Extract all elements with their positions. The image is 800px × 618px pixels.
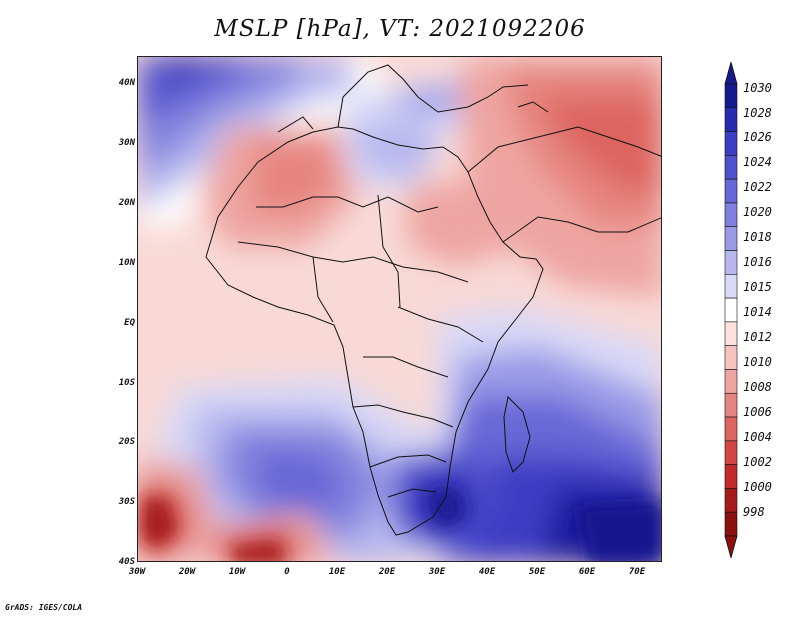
colorbar-swatch (724, 226, 738, 251)
colorbar (724, 62, 738, 558)
map-panel (137, 56, 662, 562)
lon-label: 50E (528, 567, 546, 577)
colorbar-label: 1004 (743, 430, 772, 444)
colorbar-label: 1016 (743, 255, 772, 269)
lat-label: 40S (118, 557, 135, 567)
coastlines (205, 64, 661, 536)
colorbar-label: 1006 (743, 405, 772, 419)
colorbar-label: 1020 (743, 205, 772, 219)
lon-label: 10E (328, 567, 346, 577)
lon-label: 60E (578, 567, 596, 577)
lat-label: EQ (124, 318, 135, 328)
credit-text: GrADS: IGES/COLA (5, 603, 83, 612)
colorbar-label: 1002 (743, 455, 772, 469)
lat-label: 30N (118, 138, 135, 148)
colorbar-swatch (724, 83, 738, 109)
colorbar-swatch (724, 274, 738, 299)
colorbar-arrow-top (724, 62, 738, 85)
map-title: MSLP [hPa], VT: 2021092206 (214, 16, 586, 42)
colorbar-swatch (724, 464, 738, 489)
lat-label: 30S (118, 497, 135, 507)
colorbar-label: 1012 (743, 330, 772, 344)
colorbar-swatch (724, 440, 738, 465)
colorbar-swatch (724, 511, 738, 537)
colorbar-swatch (724, 131, 738, 156)
lon-label: 70E (628, 567, 646, 577)
colorbar-swatch (724, 250, 738, 275)
lon-label: 0 (284, 567, 290, 577)
colorbar-swatch (724, 488, 738, 513)
lon-label: 30E (428, 567, 446, 577)
colorbar-swatch (724, 321, 738, 346)
colorbar-label: 1022 (743, 180, 772, 194)
colorbar-swatch (724, 107, 738, 132)
colorbar-label: 1024 (743, 155, 772, 169)
colorbar-swatch (724, 416, 738, 442)
colorbar-label: 1010 (743, 355, 772, 369)
colorbar-label: 1028 (743, 106, 772, 120)
colorbar-swatch (724, 392, 738, 418)
lon-label: 20E (378, 567, 396, 577)
colorbar-label: 1030 (743, 81, 772, 95)
colorbar-swatch (724, 369, 738, 394)
colorbar-swatch (724, 178, 738, 204)
pressure-field (138, 57, 661, 561)
colorbar-swatch (724, 345, 738, 370)
lon-label: 30W (128, 567, 146, 577)
lat-label: 10S (118, 378, 135, 388)
colorbar-label: 1026 (743, 130, 772, 144)
colorbar-label: 1008 (743, 380, 772, 394)
colorbar-swatch (724, 202, 738, 228)
lon-label: 20W (178, 567, 196, 577)
colorbar-swatch (724, 155, 738, 180)
lon-label: 40E (478, 567, 496, 577)
colorbar-label: 1000 (743, 480, 772, 494)
colorbar-label: 1014 (743, 305, 772, 319)
colorbar-label: 998 (743, 505, 765, 519)
lat-label: 10N (118, 258, 135, 268)
lat-label: 40N (118, 78, 135, 88)
colorbar-label: 1015 (743, 280, 772, 294)
colorbar-label: 1018 (743, 230, 772, 244)
colorbar-swatch (724, 297, 738, 323)
lon-label: 10W (228, 567, 246, 577)
lat-label: 20N (118, 198, 135, 208)
lat-label: 20S (118, 437, 135, 447)
colorbar-arrow-bottom (724, 535, 738, 558)
